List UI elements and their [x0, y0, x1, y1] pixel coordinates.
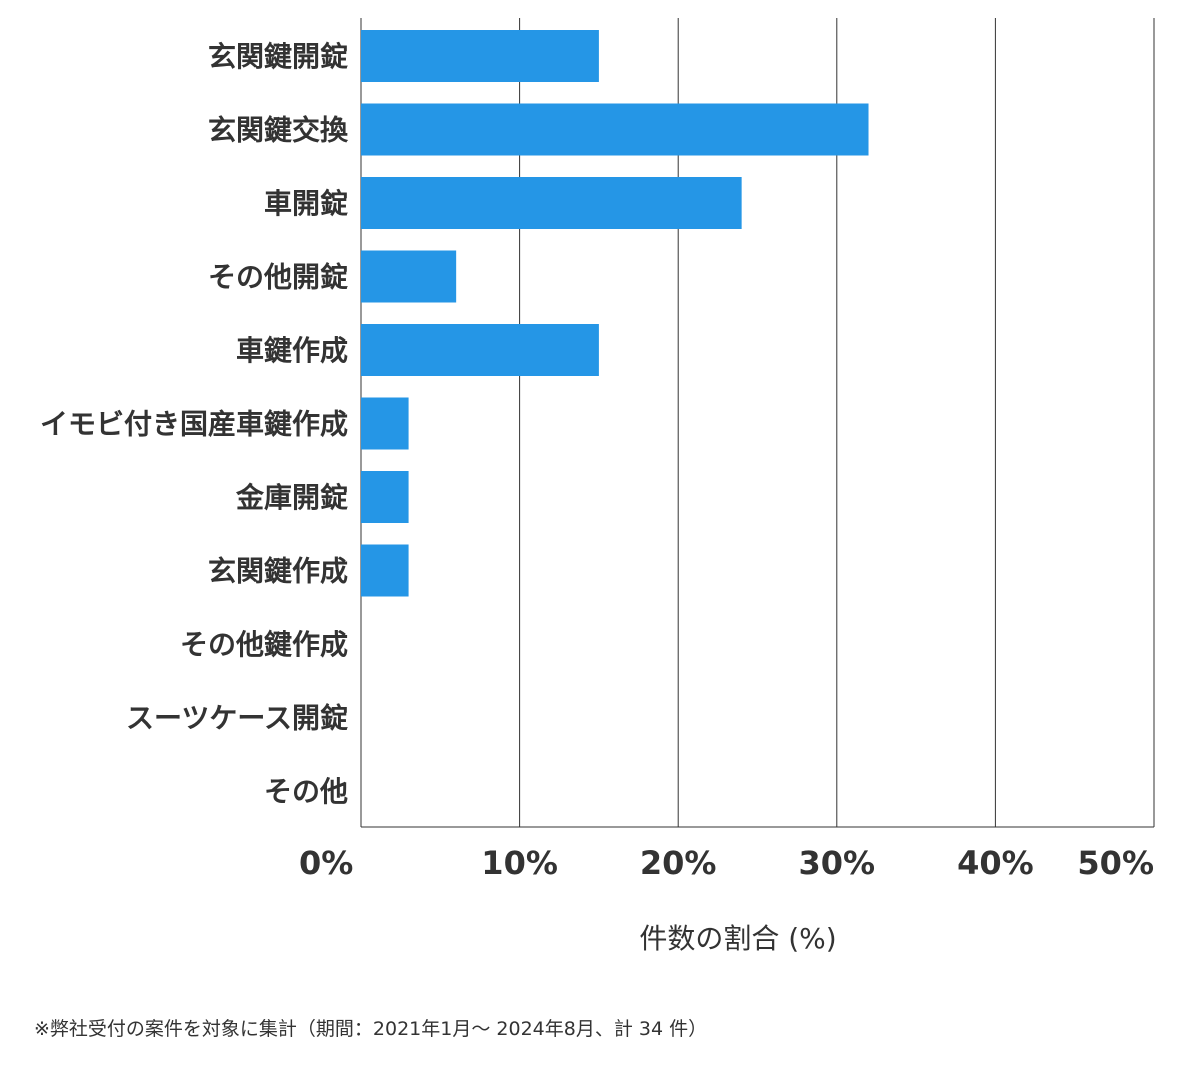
footnote: ※弊社受付の案件を対象に集計（期間：2021年1月～ 2024年8月、計 34 … — [34, 1018, 708, 1040]
category-label: 玄関鍵開錠 — [208, 40, 348, 73]
x-tick-label: 50% — [1077, 844, 1154, 882]
x-tick-label: 30% — [799, 844, 876, 882]
x-tick-label: 0% — [299, 844, 353, 882]
bars — [361, 30, 869, 597]
category-label: その他開錠 — [208, 261, 348, 294]
x-tick-label: 40% — [957, 844, 1034, 882]
x-tick-labels: 0% 10% 20% 30% 40% 50% — [299, 844, 1154, 882]
category-label: その他鍵作成 — [180, 628, 348, 661]
bar — [361, 250, 457, 303]
category-label: スーツケース開錠 — [126, 702, 348, 735]
category-label: 玄関鍵交換 — [208, 114, 349, 147]
bar — [361, 471, 409, 523]
category-label: 金庫開錠 — [235, 481, 348, 514]
category-label: 玄関鍵作成 — [208, 555, 348, 588]
bar-chart: 玄関鍵開錠玄関鍵交換車開錠その他開錠車鍵作成イモビ付き国産車鍵作成金庫開錠玄関鍵… — [40, 18, 1155, 955]
category-labels: 玄関鍵開錠玄関鍵交換車開錠その他開錠車鍵作成イモビ付き国産車鍵作成金庫開錠玄関鍵… — [40, 40, 349, 808]
x-tick-label: 20% — [640, 844, 717, 882]
x-tick-label: 10% — [481, 844, 558, 882]
bar — [361, 544, 409, 597]
category-label: 車開錠 — [264, 187, 348, 220]
bar — [361, 397, 409, 450]
x-axis-title: 件数の割合 (%) — [639, 922, 836, 955]
bar — [361, 324, 599, 376]
bar — [361, 177, 742, 229]
category-label: 車鍵作成 — [236, 334, 348, 367]
bar — [361, 30, 599, 82]
bar — [361, 103, 869, 156]
category-label: その他 — [264, 775, 348, 808]
category-label: イモビ付き国産車鍵作成 — [40, 408, 348, 441]
